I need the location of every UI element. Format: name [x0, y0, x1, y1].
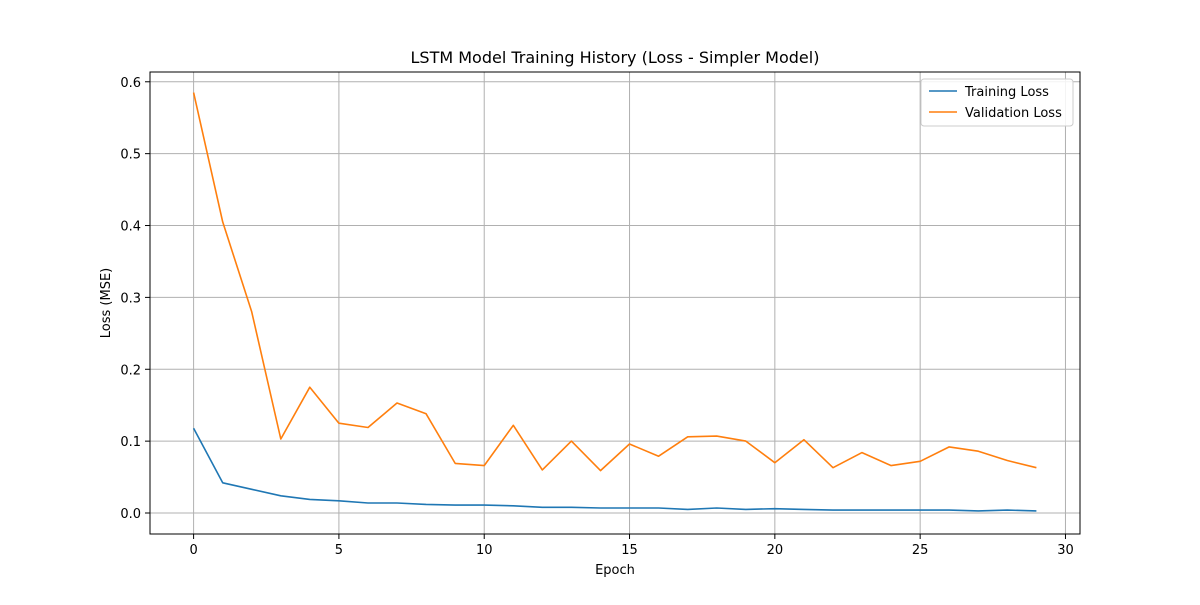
legend: Training Loss Validation Loss	[920, 78, 1074, 127]
y-tick-label: 0.4	[120, 220, 141, 235]
chart-title: LSTM Model Training History (Loss - Simp…	[411, 48, 820, 67]
y-tick-label: 0.6	[120, 76, 141, 91]
x-tick-label: 5	[335, 543, 343, 558]
x-axis-label: Epoch	[595, 563, 635, 578]
validation-loss-line	[192, 92, 1037, 472]
x-tick-label: 20	[767, 543, 784, 558]
grid-lines	[150, 72, 1080, 534]
x-tick-label: 15	[621, 543, 638, 558]
legend-label-validation-loss: Validation Loss	[965, 106, 1062, 121]
plot-area-frame	[149, 71, 1081, 535]
x-tick-label: 25	[912, 543, 929, 558]
legend-label-training-loss: Training Loss	[964, 85, 1049, 100]
series-lines	[192, 92, 1037, 512]
x-tick-label: 30	[1057, 543, 1074, 558]
y-tick-label: 0.3	[120, 291, 141, 306]
legend-box	[920, 78, 1074, 127]
axis-ticks: 0 5 10 15 20 25 30 0.0 0.1 0.2 0.3 0.4 0.5 0.6	[120, 76, 1073, 558]
y-tick-label: 0.2	[120, 363, 141, 378]
y-tick-label: 0.0	[120, 507, 141, 522]
training-loss-line	[192, 427, 1037, 512]
x-tick-label: 10	[476, 543, 493, 558]
y-tick-label: 0.5	[120, 148, 141, 163]
x-tick-label: 0	[189, 543, 197, 558]
y-tick-label: 0.1	[120, 435, 141, 450]
y-axis-label: Loss (MSE)	[99, 268, 114, 338]
